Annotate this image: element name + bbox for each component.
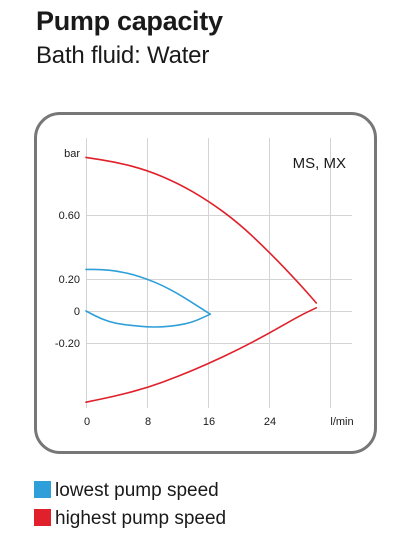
- legend-label-highest: highest pump speed: [55, 508, 227, 529]
- y-axis-label: bar: [64, 148, 80, 160]
- y-tick-label: 0: [74, 306, 80, 318]
- series-line-lowest-1: [85, 310, 212, 328]
- legend-item-lowest: lowest pump speed: [34, 480, 219, 502]
- x-tick-label: 8: [145, 416, 151, 428]
- x-axis-label: l/min: [330, 416, 353, 428]
- legend-swatch-highest: [34, 509, 51, 526]
- x-tick-label: 0: [84, 416, 90, 428]
- chart-tag: MS, MX: [293, 155, 346, 172]
- chart-panel: [34, 112, 377, 454]
- legend-swatch-lowest: [34, 481, 51, 498]
- y-tick-label: 0.60: [59, 210, 80, 222]
- legend-label-lowest: lowest pump speed: [55, 480, 219, 501]
- series-line-highest-2: [85, 156, 318, 304]
- series-line-highest-3: [85, 307, 318, 403]
- legend-item-highest: highest pump speed: [34, 508, 226, 530]
- y-tick-label: 0.20: [59, 274, 80, 286]
- page-title: Pump capacity: [36, 6, 223, 36]
- series-line-lowest-0: [85, 268, 212, 315]
- x-tick-label: 24: [264, 416, 276, 428]
- page-subtitle: Bath fluid: Water: [36, 42, 210, 69]
- y-tick-label: -0.20: [55, 338, 80, 350]
- x-tick-label: 16: [203, 416, 215, 428]
